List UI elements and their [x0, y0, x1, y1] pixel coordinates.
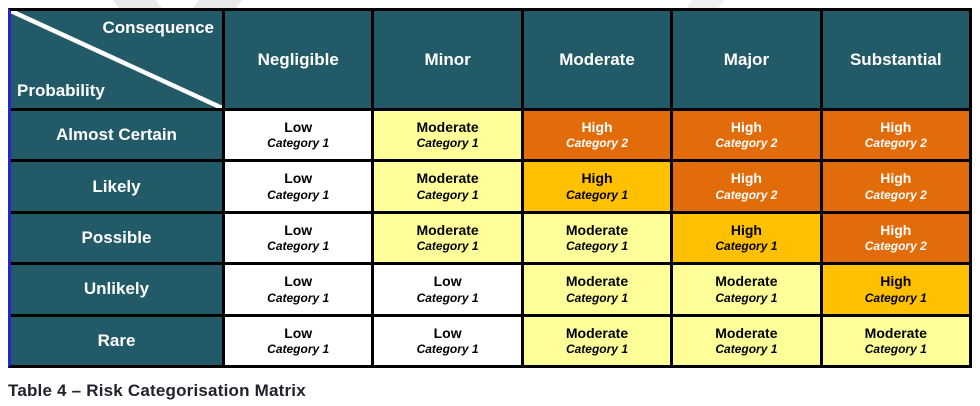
- row-header-unlikely: Unlikely: [11, 265, 222, 314]
- risk-level: Moderate: [416, 170, 479, 187]
- row-header-possible: Possible: [11, 213, 222, 263]
- risk-level: Low: [284, 170, 313, 187]
- risk-level: Moderate: [565, 221, 629, 238]
- risk-category: Category 1: [565, 290, 628, 305]
- risk-category: Category 2: [864, 239, 927, 254]
- risk-category: Category 1: [267, 187, 330, 202]
- risk-category: Category 1: [416, 290, 479, 305]
- risk-category: Category 1: [565, 342, 628, 357]
- row-header-likely: Likely: [11, 162, 222, 211]
- risk-cell: Low Category 1: [225, 111, 372, 160]
- column-header-substantial: Substantial: [822, 11, 969, 108]
- risk-category: Category 1: [267, 342, 330, 357]
- row-header-rare: Rare: [11, 316, 222, 365]
- risk-cell: Moderate Category 1: [673, 316, 820, 365]
- risk-category: Category 1: [864, 342, 927, 357]
- risk-category: Category 1: [864, 290, 927, 305]
- corner-header-cell: Consequence Probability: [11, 11, 222, 108]
- column-header-minor: Minor: [374, 11, 521, 108]
- risk-level: High: [581, 170, 613, 187]
- risk-level: High: [880, 118, 912, 135]
- risk-category: Category 2: [864, 187, 927, 202]
- risk-category: Category 1: [715, 290, 778, 305]
- risk-level: Low: [284, 273, 313, 290]
- consequence-axis-label: Consequence: [102, 18, 214, 37]
- diagonal-divider-line: [11, 11, 222, 108]
- risk-cell: Moderate Category 1: [374, 213, 521, 263]
- column-header-major: Major: [673, 11, 820, 108]
- risk-cell: High Category 2: [822, 162, 969, 211]
- risk-cell: Moderate Category 1: [523, 213, 671, 263]
- risk-level: High: [880, 170, 912, 187]
- risk-cell: High Category 1: [523, 162, 671, 211]
- risk-level: Moderate: [715, 273, 778, 290]
- risk-cell: Moderate Category 1: [374, 111, 521, 160]
- risk-category: Category 1: [416, 239, 479, 254]
- probability-axis-label: Probability: [17, 81, 105, 100]
- risk-cell: High Category 1: [673, 213, 820, 263]
- risk-level: Low: [284, 118, 313, 135]
- risk-level: High: [880, 221, 912, 238]
- risk-level: Moderate: [864, 324, 927, 341]
- risk-cell: Moderate Category 1: [523, 316, 671, 365]
- risk-category: Category 1: [715, 239, 778, 254]
- risk-level: Low: [433, 273, 462, 290]
- risk-category: Category 1: [416, 342, 479, 357]
- risk-level: Moderate: [416, 118, 479, 135]
- risk-category: Category 1: [267, 239, 330, 254]
- risk-cell: High Category 1: [822, 265, 969, 314]
- risk-category: Category 1: [267, 290, 330, 305]
- risk-category: Category 1: [565, 187, 628, 202]
- risk-level: High: [730, 118, 762, 135]
- risk-level: Moderate: [565, 324, 629, 341]
- risk-level: High: [581, 118, 613, 135]
- risk-categorisation-matrix: Consequence Probability Negligible Minor…: [8, 8, 972, 368]
- risk-cell: Moderate Category 1: [523, 265, 671, 314]
- risk-level: High: [730, 170, 762, 187]
- risk-level: High: [730, 221, 762, 238]
- risk-level: Low: [284, 221, 313, 238]
- risk-category: Category 1: [267, 136, 330, 151]
- risk-level: Low: [433, 324, 462, 341]
- risk-cell: High Category 2: [822, 213, 969, 263]
- risk-cell: Low Category 1: [374, 265, 521, 314]
- risk-category: Category 2: [715, 136, 778, 151]
- risk-cell: Low Category 1: [374, 316, 521, 365]
- risk-category: Category 1: [416, 136, 479, 151]
- risk-cell: High Category 2: [822, 111, 969, 160]
- risk-category: Category 2: [715, 187, 778, 202]
- risk-level: Low: [284, 324, 313, 341]
- risk-cell: Low Category 1: [225, 162, 372, 211]
- risk-cell: Low Category 1: [225, 316, 372, 365]
- column-header-moderate: Moderate: [523, 11, 671, 108]
- risk-level: Moderate: [565, 273, 629, 290]
- risk-cell: High Category 2: [673, 162, 820, 211]
- risk-category: Category 2: [565, 136, 628, 151]
- column-header-negligible: Negligible: [225, 11, 372, 108]
- risk-cell: Low Category 1: [225, 265, 372, 314]
- risk-cell: High Category 2: [673, 111, 820, 160]
- risk-level: High: [880, 273, 912, 290]
- risk-category: Category 1: [416, 187, 479, 202]
- risk-cell: Low Category 1: [225, 213, 372, 263]
- risk-cell: Moderate Category 1: [822, 316, 969, 365]
- risk-level: Moderate: [416, 221, 479, 238]
- risk-level: Moderate: [715, 324, 778, 341]
- risk-cell: Moderate Category 1: [374, 162, 521, 211]
- risk-cell: High Category 2: [523, 111, 671, 160]
- row-header-almost-certain: Almost Certain: [11, 111, 222, 160]
- risk-category: Category 2: [864, 136, 927, 151]
- table-caption: Table 4 – Risk Categorisation Matrix: [8, 381, 306, 400]
- risk-cell: Moderate Category 1: [673, 265, 820, 314]
- risk-category: Category 1: [715, 342, 778, 357]
- risk-category: Category 1: [565, 239, 628, 254]
